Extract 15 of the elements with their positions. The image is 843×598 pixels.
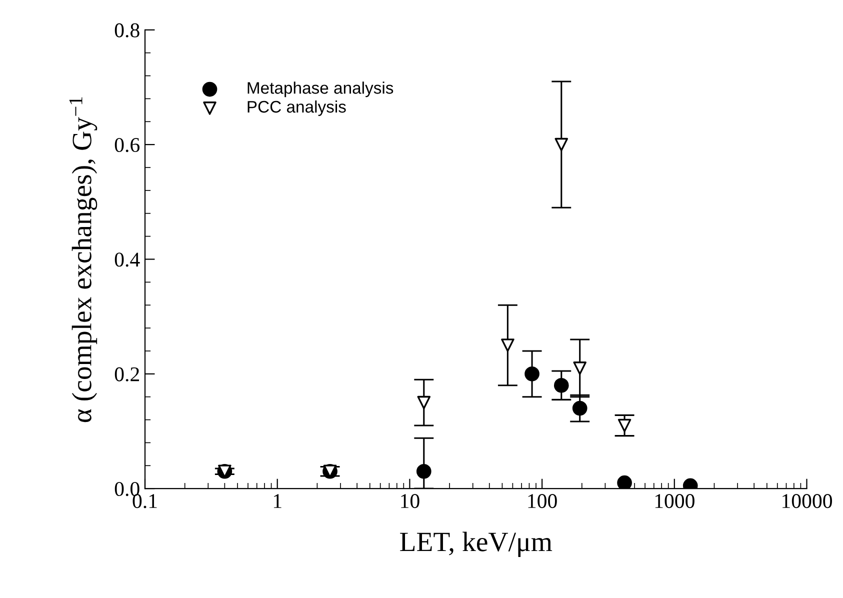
y-tick-label: 0.2	[114, 367, 139, 382]
y-tick-label: 0.0	[114, 482, 140, 496]
y-axis-title: α (complex exchanges), Gy$^{−1}$	[69, 97, 98, 422]
x-tick-label: 1000	[655, 494, 694, 508]
x-tick-label: 100	[528, 494, 557, 508]
x-tick-label: 10000	[782, 494, 832, 508]
legend-label: PCC analysis	[248, 100, 346, 116]
x-tick-label: 1	[274, 494, 282, 508]
x-axis-title: LET, keV/μm	[400, 532, 552, 557]
legend-label: Metaphase analysis	[248, 82, 394, 98]
y-tick-label: 0.6	[114, 138, 140, 152]
x-tick-label: 0.1	[132, 494, 157, 508]
y-tick-label: 0.4	[114, 252, 140, 267]
y-tick-label: 0.8	[114, 23, 140, 38]
x-tick-label: 10	[401, 494, 420, 508]
